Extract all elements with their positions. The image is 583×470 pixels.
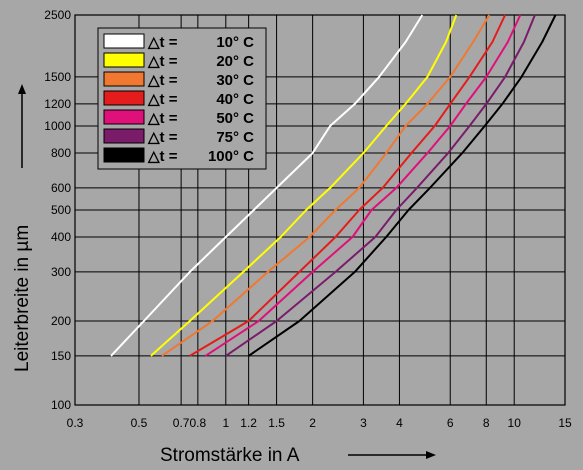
series-line <box>150 14 458 357</box>
x-axis-title: Stromstärke in A <box>160 445 300 466</box>
x-tick-label: 10 <box>508 416 522 430</box>
y-tick-label: 2500 <box>44 8 71 22</box>
legend-swatch <box>103 109 145 125</box>
legend-swatch <box>103 52 145 68</box>
y-tick-label: 150 <box>51 349 71 363</box>
x-tick-label: 0.8 <box>190 416 207 430</box>
x-axis-arrow <box>348 451 436 459</box>
legend-label: 40° C <box>216 91 254 108</box>
legend-label: 100° C <box>208 148 254 165</box>
series-line <box>189 14 507 357</box>
y-tick-label: 1000 <box>44 119 71 133</box>
legend-label: 75° C <box>216 129 254 146</box>
series-line <box>225 14 536 357</box>
x-tick-label: 0.3 <box>67 416 84 430</box>
x-tick-label: 1.5 <box>268 416 285 430</box>
series-line <box>204 14 522 357</box>
y-axis-title: Leiterbreite in µm <box>12 225 33 372</box>
y-tick-label: 1200 <box>44 97 71 111</box>
y-tick-label: 500 <box>51 203 71 217</box>
y-tick-label: 600 <box>51 181 71 195</box>
legend-swatch <box>103 33 145 49</box>
x-tick-labels: 0.3 0.5 0.7 0.8 1 1.2 1.5 2 3 4 6 8 10 15 <box>67 416 572 430</box>
legend-prefix: △t = <box>147 148 178 165</box>
x-tick-label: 0.5 <box>131 416 148 430</box>
legend-label: 10° C <box>216 34 254 51</box>
legend-label: 50° C <box>216 110 254 127</box>
x-tick-label: 6 <box>447 416 454 430</box>
legend: △t = 10° C △t = 20° C △t = 30° C △t = 40° C △t =… <box>97 27 267 170</box>
y-axis-arrow <box>18 84 26 168</box>
legend-prefix: △t = <box>147 53 178 70</box>
legend-prefix: △t = <box>147 129 178 146</box>
series-lines <box>110 14 557 357</box>
y-tick-label: 800 <box>51 146 71 160</box>
x-tick-label: 3 <box>360 416 367 430</box>
legend-prefix: △t = <box>147 91 178 108</box>
series-line <box>161 14 491 357</box>
y-tick-labels: 100 150 200 300 400 500 600 800 1000 1200 1500 2500 <box>44 8 71 412</box>
y-tick-label: 300 <box>51 265 71 279</box>
legend-prefix: △t = <box>147 72 178 89</box>
x-tick-label: 1.2 <box>240 416 257 430</box>
legend-swatch <box>103 128 145 144</box>
legend-label: 20° C <box>216 53 254 70</box>
x-tick-label: 1 <box>222 416 229 430</box>
y-tick-label: 200 <box>51 314 71 328</box>
x-tick-label: 8 <box>483 416 490 430</box>
series-line <box>248 14 557 357</box>
legend-swatch <box>103 71 145 87</box>
x-tick-label: 4 <box>396 416 403 430</box>
legend-prefix: △t = <box>147 110 178 127</box>
y-tick-label: 400 <box>51 230 71 244</box>
legend-swatch <box>103 90 145 106</box>
x-tick-label: 2 <box>309 416 316 430</box>
x-tick-label: 0.7 <box>173 416 190 430</box>
legend-swatch <box>103 147 145 163</box>
series-line <box>110 14 424 357</box>
x-tick-label: 15 <box>558 416 572 430</box>
legend-label: 30° C <box>216 72 254 89</box>
y-tick-label: 100 <box>51 398 71 412</box>
y-tick-label: 1500 <box>44 70 71 84</box>
legend-prefix: △t = <box>147 34 178 51</box>
